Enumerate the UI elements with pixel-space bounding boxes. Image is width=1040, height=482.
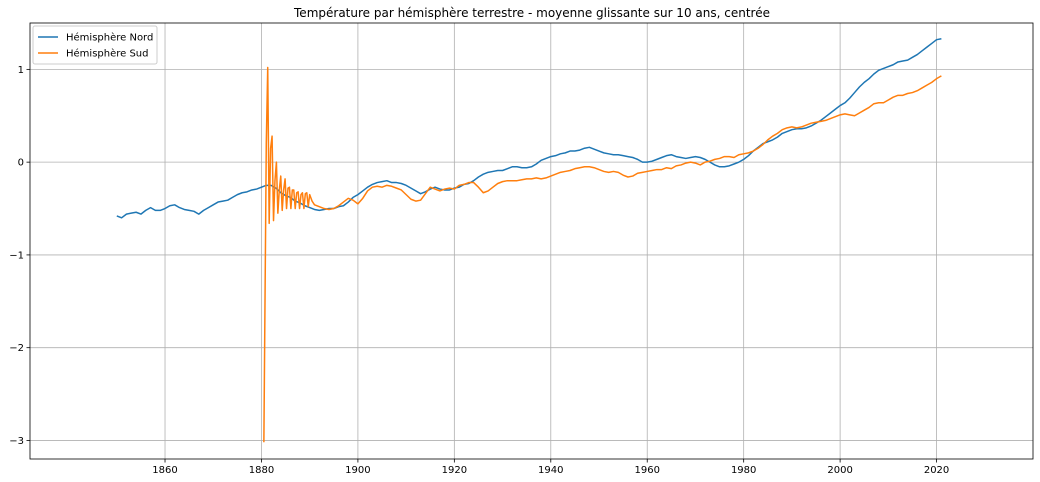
x-tick-label: 1900 (345, 465, 370, 476)
x-tick-label: 1860 (152, 465, 177, 476)
plot-frame (29, 22, 1034, 460)
legend: Hémisphère Nord Hémisphère Sud (32, 25, 158, 65)
series-line-sud (263, 66, 942, 443)
x-tick-label: 1960 (635, 465, 660, 476)
legend-label-sud: Hémisphère Sud (66, 48, 149, 60)
grid (30, 23, 1033, 459)
legend-label-nord: Hémisphère Nord (66, 32, 153, 44)
axis-ticks: 1860 1880 1900 1920 1940 1960 1980 2000 2020 1 0 −1… (9, 65, 949, 476)
y-tick-label: 0 (18, 158, 24, 169)
chart-title: Température par hémisphère terrestre - m… (293, 6, 770, 20)
x-tick-label: 1980 (731, 465, 756, 476)
x-tick-label: 1920 (442, 465, 467, 476)
series-line-nord (116, 38, 942, 219)
x-tick-label: 2000 (827, 465, 852, 476)
y-tick-label: 1 (18, 65, 24, 76)
x-tick-label: 1880 (249, 465, 274, 476)
legend-box (32, 25, 158, 65)
x-tick-label: 1940 (538, 465, 563, 476)
series-lines (116, 38, 942, 443)
y-tick-label: −1 (9, 250, 24, 261)
y-tick-label: −2 (9, 343, 24, 354)
x-tick-label: 2020 (924, 465, 949, 476)
y-tick-label: −3 (9, 436, 24, 447)
